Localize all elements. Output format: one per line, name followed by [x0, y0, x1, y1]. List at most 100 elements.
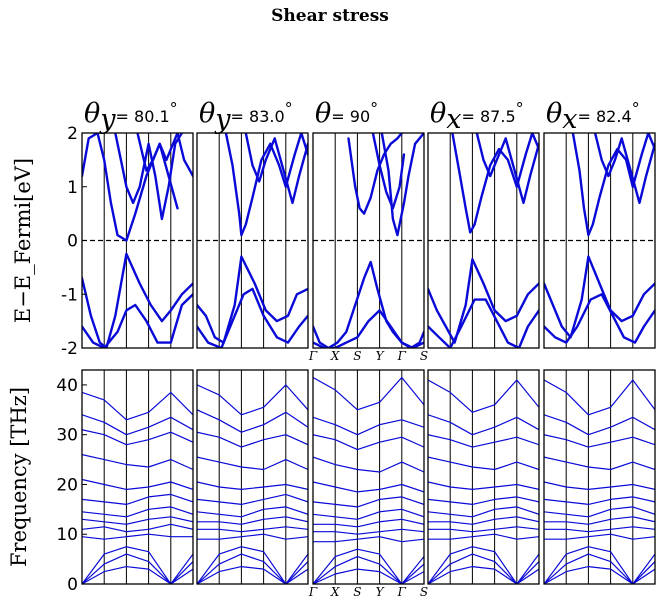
phonon-series-line	[544, 526, 655, 533]
band-series-line	[224, 133, 308, 237]
kpoint-label: Γ	[308, 349, 318, 363]
band-series-line	[313, 309, 424, 348]
panel-title-5: θx= 82.4°	[546, 98, 640, 135]
phonon-series-line	[82, 506, 193, 518]
panel-frame	[543, 132, 656, 349]
phonon-series-line	[197, 456, 308, 471]
kpoint-label: S	[420, 585, 428, 599]
panel-frame	[427, 132, 540, 349]
phonon-series-line	[82, 493, 193, 505]
panel-title-2: θy= 83.0°	[199, 98, 293, 135]
kpoint-label: S	[353, 349, 361, 363]
kpoint-label: Γ	[397, 349, 407, 363]
phonon-series-line	[313, 536, 424, 543]
band-series-line	[593, 133, 655, 205]
phonon-series-line	[82, 414, 193, 436]
phonon-series-line	[544, 456, 655, 471]
phonon-series-line	[313, 548, 424, 584]
band-series-line	[82, 252, 193, 348]
phonon-panel-2	[196, 369, 309, 585]
phonon-series-line	[428, 546, 539, 584]
phonon-series-line	[313, 456, 424, 473]
phonon-series-line	[313, 434, 424, 451]
phonon-series-line	[82, 516, 193, 525]
band-series-line	[136, 133, 179, 210]
panel-title-4: θx= 87.5°	[430, 98, 524, 135]
phonon-series-line	[197, 506, 308, 518]
band-series-line	[197, 255, 308, 344]
phonon-series-line	[544, 506, 655, 518]
phonon-series-line	[313, 568, 424, 584]
phonon-series-line	[197, 409, 308, 433]
phonon-panel-3	[312, 369, 425, 585]
phonon-series-line	[82, 429, 193, 446]
band-series-line	[380, 133, 424, 237]
phonon-series-line	[82, 478, 193, 490]
kpoint-label: X	[330, 349, 340, 363]
band-series-line	[347, 133, 403, 215]
phonon-series-line	[197, 565, 308, 584]
kpoint-label: Y	[376, 349, 385, 363]
phonon-series-line	[82, 523, 193, 533]
phonon-series-line	[428, 414, 539, 436]
phonon-series-line	[197, 481, 308, 490]
phonon-series-line	[82, 546, 193, 584]
phonon-series-line	[197, 384, 308, 416]
band-series-line	[571, 133, 655, 237]
phonon-panel-4	[427, 369, 540, 585]
y-tick-label: 1	[67, 178, 78, 198]
phonon-series-line	[313, 416, 424, 436]
phonon-panel-1	[81, 369, 194, 585]
phonon-series-line	[313, 508, 424, 520]
y-tick-label: 0	[67, 575, 78, 595]
band-structure-chart: θy= 80.1° θy= 83.0° θ= 90° θx= 87.5° θx= 82.…	[11, 98, 656, 363]
phonon-series-line	[428, 456, 539, 471]
phonon-series-line	[544, 533, 655, 540]
panel-frame	[196, 132, 309, 349]
phonon-series-line	[428, 553, 539, 584]
band-series-line	[197, 287, 308, 348]
band-series-line	[475, 133, 539, 205]
panel-frame	[81, 369, 194, 585]
phonon-series-line	[544, 565, 655, 584]
kpoint-label: Γ	[308, 585, 318, 599]
band-y-axis-label: E−E_Fermi[eV]	[11, 158, 35, 323]
band-series-line	[82, 133, 193, 242]
band-panel-2	[196, 132, 309, 349]
phonon-series-line	[428, 434, 539, 448]
phonon-series-line	[428, 506, 539, 518]
y-tick-label: 10	[56, 525, 78, 545]
panel-frame	[427, 369, 540, 585]
kpoint-label: S	[353, 585, 361, 599]
band-series-line	[114, 133, 184, 221]
phonon-series-line	[197, 516, 308, 525]
phonon-series-line	[544, 379, 655, 416]
panel-title-1: θy= 80.1°	[84, 98, 178, 135]
phonon-series-line	[82, 553, 193, 584]
phonon-series-line	[428, 533, 539, 540]
panel-frame	[312, 132, 425, 349]
panel-frame	[312, 369, 425, 585]
phonon-series-line	[544, 496, 655, 505]
phonon-series-line	[82, 533, 193, 540]
y-tick-label: 0	[67, 232, 78, 252]
phonon-series-line	[544, 414, 655, 436]
kpoint-label: S	[420, 349, 428, 363]
phonon-series-line	[313, 528, 424, 535]
phonon-series-line	[82, 454, 193, 471]
kpoint-label: Y	[376, 585, 385, 599]
band-series-line	[82, 293, 193, 348]
y-tick-label: -1	[61, 285, 78, 305]
band-series-line	[544, 293, 655, 344]
panel-frame	[543, 369, 656, 585]
phonon-series-line	[197, 533, 308, 540]
phonon-series-line	[544, 481, 655, 490]
phonon-series-line	[313, 481, 424, 493]
phonon-series-line	[313, 376, 424, 411]
phonon-series-line	[428, 526, 539, 533]
y-tick-label: 2	[67, 124, 78, 144]
phonon-series-line	[313, 518, 424, 528]
phonon-series-line	[313, 496, 424, 508]
